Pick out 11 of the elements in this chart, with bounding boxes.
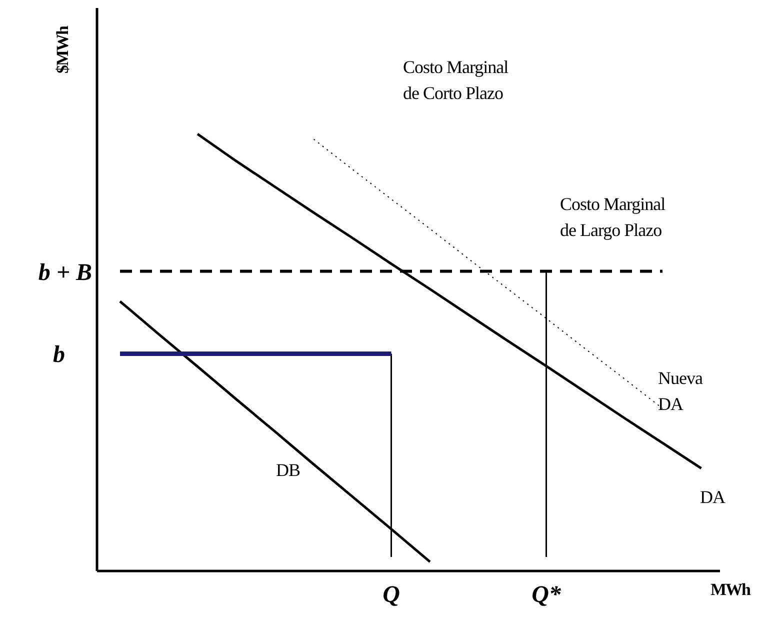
x-tick-label: Q [382, 582, 400, 608]
annotation: DA [700, 487, 726, 507]
text: Costo Marginal de Corto Plazo [403, 57, 509, 104]
text: b [53, 342, 65, 368]
text: b + B [38, 260, 92, 286]
annotation: Costo Marginal de Largo Plazo [560, 194, 666, 240]
x-axis-title: MWh [710, 580, 752, 599]
y-axis-title: $MWh [53, 24, 72, 74]
x-tick-label: Q* [532, 582, 562, 608]
annotation: DB [276, 460, 300, 480]
annotation: Nueva DA [658, 368, 703, 414]
